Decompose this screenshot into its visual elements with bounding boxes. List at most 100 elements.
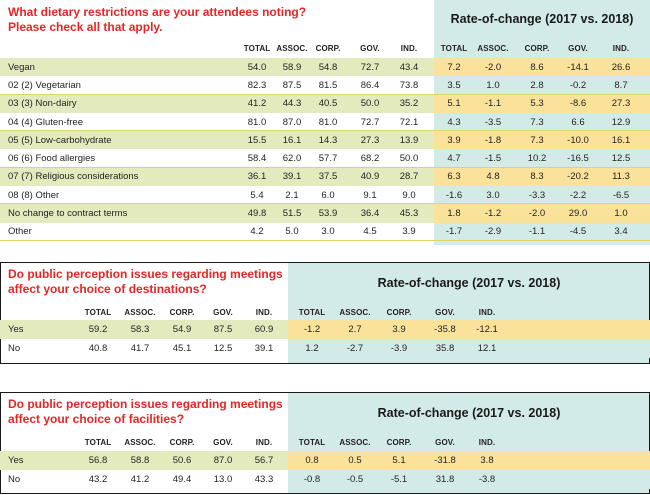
rate-column-header: TOTAL <box>440 44 468 53</box>
value-cell: 41.2 <box>130 474 150 485</box>
column-header: IND. <box>255 308 273 317</box>
row-rate-band <box>288 470 650 489</box>
value-cell: 58.4 <box>247 153 267 165</box>
rate-cell: -0.8 <box>303 474 321 485</box>
value-cell: 43.2 <box>88 474 108 485</box>
value-cell: 5.0 <box>285 226 299 238</box>
value-cell: 43.4 <box>399 61 419 73</box>
value-cell: 9.0 <box>402 189 416 201</box>
rate-cell: -20.2 <box>567 171 589 183</box>
value-cell: 16.1 <box>282 134 302 146</box>
rate-cell: -3.5 <box>484 116 502 128</box>
rate-cell: -0.5 <box>346 474 364 485</box>
row-label-band <box>0 131 434 150</box>
rate-cell: 1.2 <box>305 343 319 354</box>
column-header: GOV. <box>213 308 233 317</box>
value-cell: 15.5 <box>247 134 267 146</box>
rate-cell: 27.3 <box>611 98 631 110</box>
rate-cell: 3.9 <box>392 324 406 335</box>
rate-cell: 12.5 <box>611 153 631 165</box>
row-label: 08 (8) Other <box>8 189 60 201</box>
rate-column-header: TOTAL <box>298 308 326 317</box>
rate-cell: -1.2 <box>303 324 321 335</box>
rate-cell: 8.7 <box>614 79 628 91</box>
value-cell: 58.8 <box>130 455 150 466</box>
table-row: No 43.2 41.2 49.4 13.0 43.3 -0.8 -0.5 -5.1 31.8 -3… <box>0 470 650 489</box>
value-cell: 41.7 <box>130 343 150 354</box>
rate-cell: 7.3 <box>530 134 544 146</box>
rate-cell: 11.3 <box>612 171 630 183</box>
row-rate-band <box>434 149 650 168</box>
rate-cell: -8.6 <box>569 98 587 110</box>
rate-cell: -12.1 <box>476 324 498 335</box>
rate-cell: 3.5 <box>447 79 461 91</box>
rate-cell: 6.3 <box>447 171 461 183</box>
rate-cell: -1.1 <box>484 98 502 110</box>
destinations-perception-table: Do public perception issues regarding me… <box>0 262 650 364</box>
rate-cell: -3.9 <box>390 343 408 354</box>
rate-cell: 8.3 <box>530 171 544 183</box>
table-row: Other 4.2 5.0 3.0 4.5 3.9 -1.7 -2.9 -1.1 -4.5 3.4 <box>0 222 650 241</box>
row-label: Vegan <box>8 61 35 73</box>
rate-cell: 7.3 <box>530 116 544 128</box>
value-cell: 58.3 <box>130 324 150 335</box>
value-cell: 36.4 <box>360 208 380 220</box>
value-cell: 14.3 <box>318 134 338 146</box>
rate-cell: -3.3 <box>528 189 546 201</box>
rate-cell: -2.0 <box>528 208 546 220</box>
rate-cell: 16.1 <box>611 134 631 146</box>
rate-cell: -2.7 <box>346 343 364 354</box>
rate-column-header: TOTAL <box>298 438 326 447</box>
rate-cell: -1.8 <box>484 134 502 146</box>
row-rate-band <box>434 131 650 150</box>
table-row: 06 (6) Food allergies 58.4 62.0 57.7 68.2 50.… <box>0 149 650 168</box>
value-cell: 72.7 <box>360 61 380 73</box>
rate-cell: 29.0 <box>568 208 588 220</box>
table-title-line2: Please check all that apply. <box>8 20 163 34</box>
table-row: 07 (7) Religious considerations 36.1 39.1 3… <box>0 167 650 187</box>
column-header: GOV. <box>360 44 380 53</box>
rate-of-change-title: Rate-of-change (2017 vs. 2018) <box>377 276 561 290</box>
row-label: No change to contract terms <box>8 208 128 220</box>
rate-cell: -31.8 <box>434 455 456 466</box>
row-label: 07 (7) Religious considerations <box>8 171 139 183</box>
rate-cell: 1.8 <box>447 208 461 220</box>
value-cell: 40.9 <box>360 171 380 183</box>
value-cell: 54.9 <box>172 324 192 335</box>
rate-cell: -1.5 <box>484 153 502 165</box>
row-label-band <box>0 58 434 77</box>
column-header: ASSOC. <box>124 308 156 317</box>
row-label: 06 (6) Food allergies <box>8 153 96 165</box>
column-header: IND. <box>400 44 418 53</box>
row-label: No <box>8 474 21 485</box>
column-header: ASSOC. <box>276 44 308 53</box>
rate-cell: 5.3 <box>530 98 544 110</box>
table-row: 05 (5) Low-carbohydrate 15.5 16.1 14.3 27.3 1… <box>0 131 650 150</box>
value-cell: 9.1 <box>363 189 377 201</box>
row-label-band <box>0 451 288 470</box>
table-row: No change to contract terms 49.8 51.5 53.9 3… <box>0 204 650 223</box>
value-cell: 28.7 <box>399 171 419 183</box>
rate-cell: -1.6 <box>445 189 463 201</box>
value-cell: 45.3 <box>399 208 419 220</box>
rate-cell: -1.7 <box>445 226 463 238</box>
row-label: Yes <box>8 455 24 466</box>
rate-column-header: ASSOC. <box>477 44 509 53</box>
rate-cell: -2.2 <box>569 189 587 201</box>
row-label: Other <box>8 226 32 238</box>
rate-cell: 0.8 <box>305 455 319 466</box>
value-cell: 36.1 <box>247 171 267 183</box>
value-cell: 39.1 <box>282 171 302 183</box>
row-rate-band <box>434 76 650 95</box>
row-rate-band <box>288 320 650 339</box>
rate-cell: 26.6 <box>611 61 631 73</box>
value-cell: 4.2 <box>250 226 264 238</box>
column-header: GOV. <box>213 438 233 447</box>
rate-cell: 2.8 <box>530 79 544 91</box>
rate-cell: 31.8 <box>435 474 455 485</box>
rate-cell: 0.5 <box>348 455 362 466</box>
value-cell: 53.9 <box>318 208 338 220</box>
table-title-line2: affect your choice of facilities? <box>8 412 185 426</box>
rate-cell: 3.0 <box>486 189 500 201</box>
value-cell: 2.1 <box>285 189 299 201</box>
